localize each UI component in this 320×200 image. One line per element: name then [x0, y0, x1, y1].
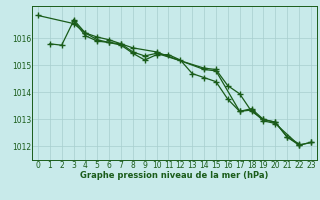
X-axis label: Graphe pression niveau de la mer (hPa): Graphe pression niveau de la mer (hPa): [80, 171, 268, 180]
